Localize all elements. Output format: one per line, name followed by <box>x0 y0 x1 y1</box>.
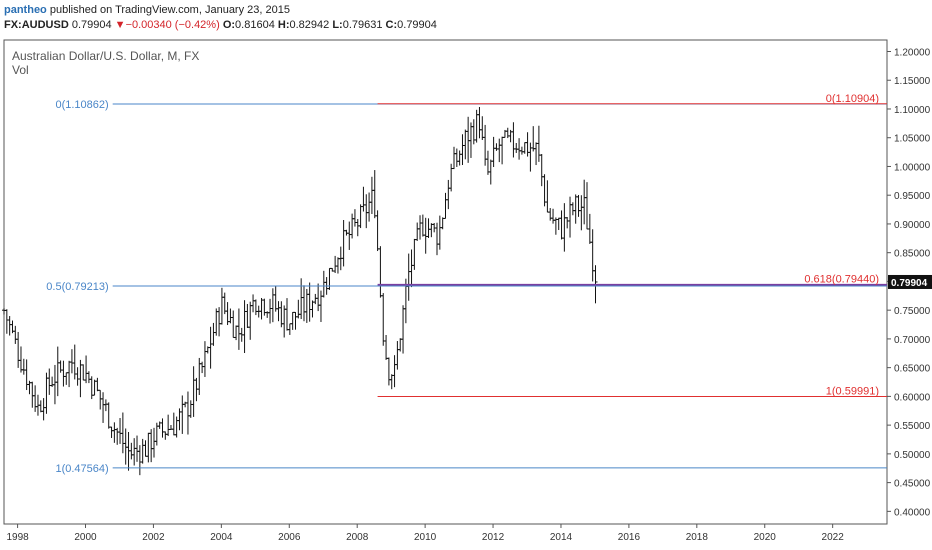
y-tick-label: 0.75000 <box>894 306 931 317</box>
fib-red-label: 0.618(0.79440) <box>804 274 879 286</box>
down-triangle-icon: ▼ <box>114 19 126 31</box>
y-tick-label: 0.70000 <box>894 335 931 346</box>
x-tick-label: 2008 <box>346 532 369 543</box>
x-tick-label: 2010 <box>414 532 437 543</box>
x-tick-label: 2004 <box>210 532 233 543</box>
x-tick-label: 2020 <box>754 532 777 543</box>
x-tick-label: 2012 <box>482 532 505 543</box>
fib-blue-label: 0.5(0.79213) <box>46 281 108 293</box>
published-text: published on TradingView.com, January 23… <box>49 4 290 16</box>
y-tick-label: 1.20000 <box>894 47 931 58</box>
fib-blue-label: 1(0.47564) <box>55 463 108 475</box>
y-tick-label: 1.10000 <box>894 105 931 116</box>
chart-header: pantheo published on TradingView.com, Ja… <box>0 0 932 36</box>
high-label: H: <box>277 19 290 31</box>
y-tick-label: 1.00000 <box>894 162 931 173</box>
y-tick-label: 0.90000 <box>894 220 931 231</box>
x-tick-label: 2018 <box>686 532 709 543</box>
y-tick-label: 1.15000 <box>894 76 931 87</box>
chart-title: Australian Dollar/U.S. Dollar, M, FX <box>12 49 199 63</box>
author-link[interactable]: pantheo <box>4 4 47 16</box>
high-value: 0.82942 <box>289 19 330 31</box>
y-tick-label: 0.85000 <box>894 249 931 260</box>
fib-red-label: 0(1.10904) <box>826 93 879 105</box>
quote-line: FX:AUDUSD 0.79904 ▼−0.00340 (−0.42%) O:0… <box>4 19 437 31</box>
last-price: 0.79904 <box>71 19 112 31</box>
ohlc-bars <box>2 106 598 476</box>
low-value: 0.79631 <box>342 19 383 31</box>
x-tick-label: 1998 <box>6 532 29 543</box>
last-price-box <box>888 274 932 289</box>
low-label: L: <box>332 19 343 31</box>
y-tick-label: 0.95000 <box>894 191 931 202</box>
symbol-label[interactable]: FX:AUDUSD <box>4 19 69 31</box>
x-tick-label: 2022 <box>822 532 845 543</box>
x-tick-label: 2006 <box>278 532 301 543</box>
publish-line: pantheo published on TradingView.com, Ja… <box>4 4 290 16</box>
y-tick-label: 0.65000 <box>894 364 931 375</box>
chart-subtitle: Vol <box>12 63 29 77</box>
x-tick-label: 2002 <box>142 532 165 543</box>
last-price-marker: 0.79904 <box>888 274 932 289</box>
x-tick-label: 2016 <box>618 532 641 543</box>
x-tick-label: 2000 <box>74 532 97 543</box>
open-label: O: <box>222 19 236 31</box>
y-tick-label: 0.50000 <box>894 450 931 461</box>
open-value: 0.81604 <box>235 19 275 31</box>
fib-red-label: 1(0.59991) <box>826 385 879 397</box>
close-value: 0.79904 <box>397 19 437 31</box>
last-price-label: 0.79904 <box>891 278 928 289</box>
close-label: C: <box>385 19 398 31</box>
fib-levels: 0(1.10862) 0.5(0.79213) 1(0.47564) 0(1.1090… <box>46 93 887 475</box>
chart-frame <box>3 39 888 525</box>
price-chart[interactable]: Australian Dollar/U.S. Dollar, M, FX Vol… <box>0 36 932 550</box>
y-tick-label: 0.60000 <box>894 392 931 403</box>
y-tick-label: 0.40000 <box>894 507 931 518</box>
price-change: −0.00340 (−0.42%) <box>125 19 220 31</box>
fib-blue-label: 0(1.10862) <box>55 99 108 111</box>
x-tick-label: 2014 <box>550 532 573 543</box>
x-axis: 1998 2000 2002 2004 2006 2008 2010 2012 2014 2016… <box>6 524 844 543</box>
y-tick-label: 1.05000 <box>894 134 931 145</box>
y-tick-label: 0.55000 <box>894 421 931 432</box>
y-tick-label: 0.45000 <box>894 479 931 490</box>
